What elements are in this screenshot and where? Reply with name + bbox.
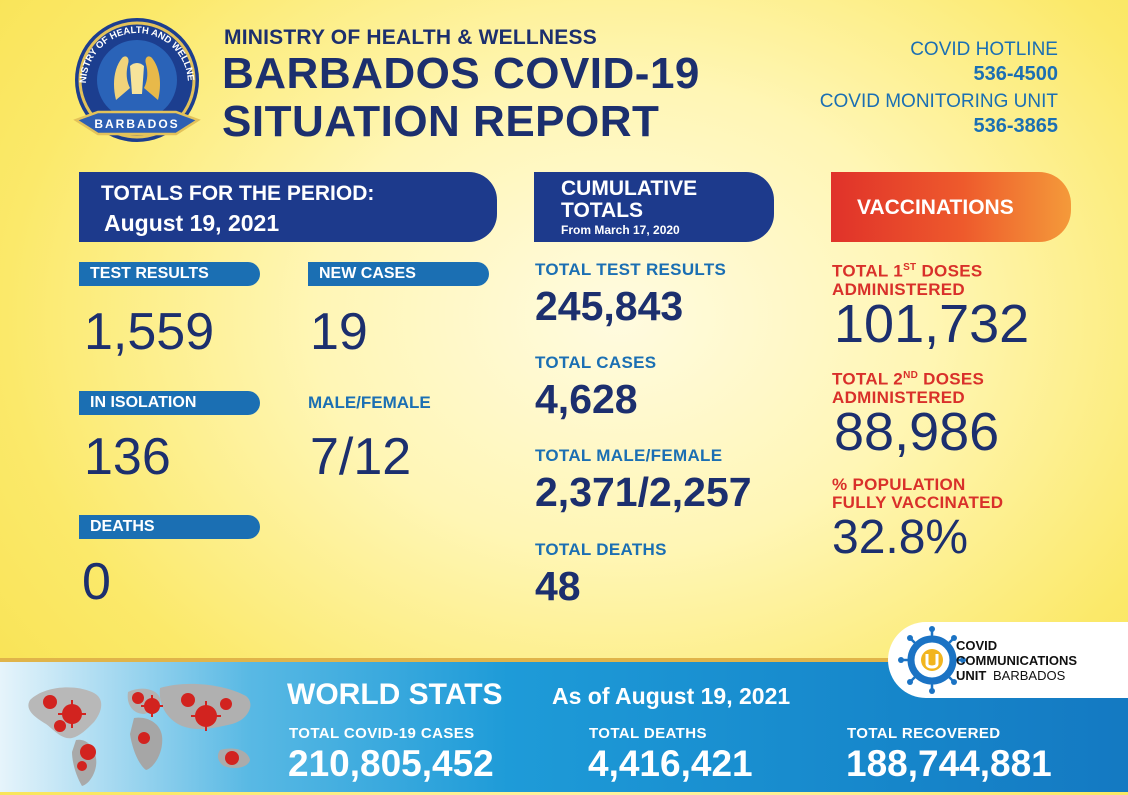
cumulative-header-banner: [534, 172, 774, 242]
pct-vaccinated-label-line1: % POPULATION: [832, 475, 966, 494]
cumulative-heading-line2: TOTALS: [561, 199, 644, 222]
ccu-line1: COVID: [956, 638, 998, 653]
male-female-label: MALE/FEMALE: [308, 393, 431, 412]
ministry-seal-logo: MINISTRY OF HEALTH AND WELLNESS BARBADOS: [64, 6, 206, 152]
world-stats-title: WORLD STATS: [287, 678, 503, 711]
cumulative-deaths-value: 48: [535, 563, 581, 609]
vaccinations-heading: VACCINATIONS: [857, 196, 1014, 219]
first-doses-label-text: TOTAL 1: [832, 261, 904, 281]
report-title-line1: BARBADOS COVID-19: [222, 49, 700, 98]
second-doses-label-text: TOTAL 2: [832, 369, 904, 389]
second-doses-label-sup: ND: [903, 370, 919, 381]
world-deaths-value: 4,416,421: [588, 743, 753, 784]
world-cases-label: TOTAL COVID-19 CASES: [289, 725, 475, 742]
second-doses-label-text-b: DOSES: [918, 369, 985, 389]
footer-divider: [0, 658, 1128, 662]
second-doses-value: 88,986: [834, 402, 1000, 462]
first-doses-label: TOTAL 1ST DOSES ADMINISTERED: [832, 259, 983, 299]
monitoring-unit-number: 536-3865: [973, 115, 1058, 137]
world-map-virus-illustration: [10, 666, 270, 790]
deaths-label: DEATHS: [79, 515, 260, 539]
cumulative-cases-label: TOTAL CASES: [535, 353, 657, 372]
cumulative-male-female-label: TOTAL MALE/FEMALE: [535, 446, 723, 465]
world-recovered-value: 188,744,881: [846, 743, 1052, 784]
pct-vaccinated-label-line2: FULLY VACCINATED: [832, 493, 1004, 512]
new-cases-value: 19: [310, 303, 368, 361]
world-deaths-label: TOTAL DEATHS: [589, 725, 707, 742]
test-results-label: TEST RESULTS: [79, 262, 260, 286]
new-cases-label: NEW CASES: [308, 262, 489, 286]
cumulative-male-female-value: 2,371/2,257: [535, 469, 752, 515]
second-doses-label-line2: ADMINISTERED: [832, 387, 965, 407]
first-doses-label-text-b: DOSES: [916, 261, 983, 281]
pct-vaccinated-value: 32.8%: [832, 511, 969, 564]
ccu-line2: COMMUNICATIONS: [956, 653, 1078, 668]
seal-text-bottom: BARBADOS: [94, 117, 179, 131]
test-results-value: 1,559: [84, 303, 215, 361]
cumulative-heading-line1: CUMULATIVE: [561, 177, 698, 200]
world-recovered-label: TOTAL RECOVERED: [847, 725, 1001, 742]
first-doses-value: 101,732: [834, 294, 1030, 354]
hotline-number: 536-4500: [973, 63, 1058, 85]
ccu-virus-logo-icon: [896, 624, 968, 696]
in-isolation-label: IN ISOLATION: [79, 391, 260, 415]
first-doses-label-line2: ADMINISTERED: [832, 279, 965, 299]
cumulative-test-results-value: 245,843: [535, 283, 684, 329]
pct-vaccinated-label: % POPULATION FULLY VACCINATED: [832, 476, 1003, 512]
cumulative-cases-value: 4,628: [535, 376, 638, 422]
monitoring-unit-label: COVID MONITORING UNIT: [819, 91, 1058, 112]
first-doses-label-sup: ST: [903, 262, 917, 273]
second-doses-label: TOTAL 2ND DOSES ADMINISTERED: [832, 367, 984, 407]
vaccinations-header-banner: [831, 172, 1071, 242]
world-cases-value: 210,805,452: [288, 743, 494, 784]
hotline-label: COVID HOTLINE: [910, 39, 1058, 60]
deaths-value: 0: [82, 553, 111, 611]
ccu-line3-unit: UNIT: [956, 668, 987, 683]
in-isolation-value: 136: [84, 428, 171, 486]
cumulative-test-results-label: TOTAL TEST RESULTS: [535, 260, 727, 279]
world-stats-as-of: As of August 19, 2021: [552, 683, 791, 709]
ministry-name: MINISTRY OF HEALTH & WELLNESS: [224, 26, 597, 49]
cumulative-since-date: From March 17, 2020: [561, 223, 680, 237]
period-date: August 19, 2021: [104, 210, 280, 236]
ccu-line3-barbados: BARBADOS: [993, 668, 1066, 683]
period-heading: TOTALS FOR THE PERIOD:: [101, 182, 375, 205]
male-female-value: 7/12: [310, 428, 412, 486]
cumulative-deaths-label: TOTAL DEATHS: [535, 540, 667, 559]
report-title-line2: SITUATION REPORT: [222, 97, 660, 146]
period-header-banner: [79, 172, 497, 242]
